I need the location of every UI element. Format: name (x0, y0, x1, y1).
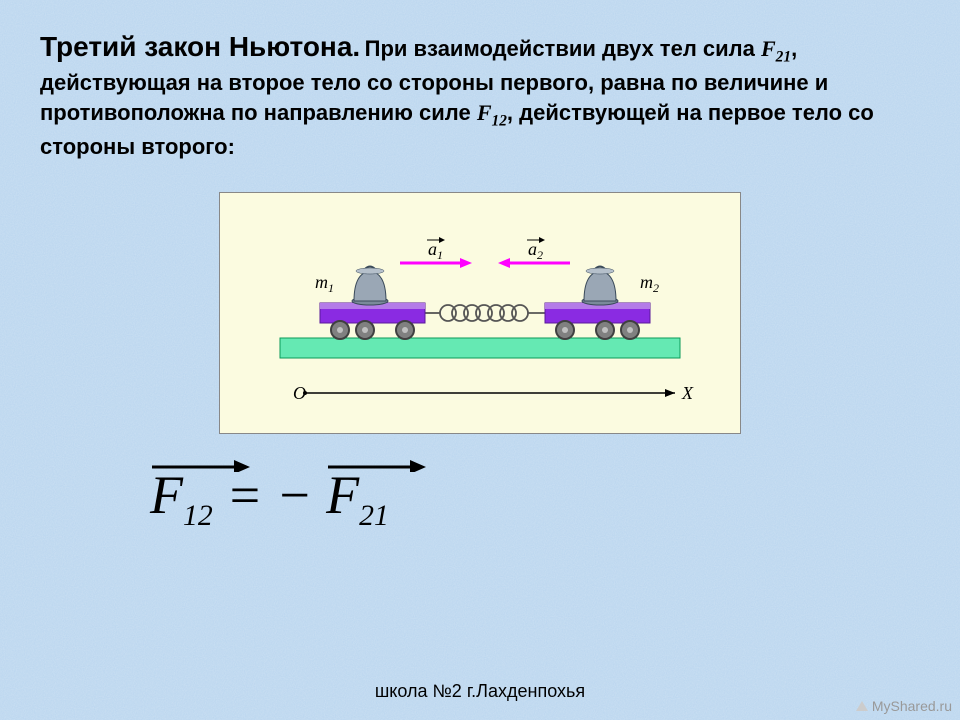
cart-2 (545, 266, 650, 339)
formula-minus: − (276, 465, 312, 525)
vector-arrow-icon (326, 458, 426, 472)
formula-sub1: 12 (183, 500, 213, 532)
diagram-svg: O X (220, 193, 740, 433)
m1-label: m1 (315, 272, 334, 295)
weight-1 (352, 266, 388, 305)
formula-sub2: 21 (359, 500, 389, 532)
spring (425, 305, 545, 321)
slide-content: Третий закон Ньютона. При взаимодействии… (40, 28, 920, 533)
axis-origin-label: O (293, 383, 306, 403)
m2-label: m2 (640, 272, 659, 295)
force-f21: F21 (761, 36, 791, 61)
track (280, 338, 680, 358)
svg-text:a2: a2 (528, 239, 543, 262)
formula-equals: = (226, 465, 276, 525)
title-block: Третий закон Ньютона. При взаимодействии… (40, 28, 920, 162)
title-text-1: При взаимодействии двух тел сила (365, 36, 761, 61)
weight-2 (582, 266, 618, 305)
f21-letter: F (761, 36, 776, 61)
watermark: MyShared.ru (856, 698, 952, 714)
formula-f12: F12 (150, 464, 213, 533)
physics-diagram: O X (219, 192, 741, 434)
f12-letter: F (477, 100, 492, 125)
cart-1 (320, 266, 425, 339)
axis-arrowhead (665, 389, 675, 397)
force-f12: F12 (477, 100, 507, 125)
axis-end-label: X (681, 383, 694, 403)
formula-f21: F21 (326, 464, 389, 533)
vector-arrow-icon (150, 458, 250, 472)
slide: Третий закон Ньютона. При взаимодействии… (0, 0, 960, 720)
title-main: Третий закон Ньютона. (40, 31, 360, 62)
f12-sub: 12 (492, 112, 507, 129)
formula: F12 = − F21 (150, 464, 920, 533)
a1-label: a1 (427, 237, 445, 262)
formula-f2-letter: F (326, 465, 359, 525)
arrow-a2 (498, 258, 570, 268)
f21-sub: 21 (776, 48, 791, 65)
diagram-container: O X (40, 192, 920, 434)
svg-text:a1: a1 (428, 239, 443, 262)
footer-text: школа №2 г.Лахденпохья (0, 681, 960, 702)
watermark-text: MyShared.ru (872, 698, 952, 714)
play-icon (856, 701, 868, 711)
a2-label: a2 (527, 237, 545, 262)
arrow-a1 (400, 258, 472, 268)
formula-f1-letter: F (150, 465, 183, 525)
